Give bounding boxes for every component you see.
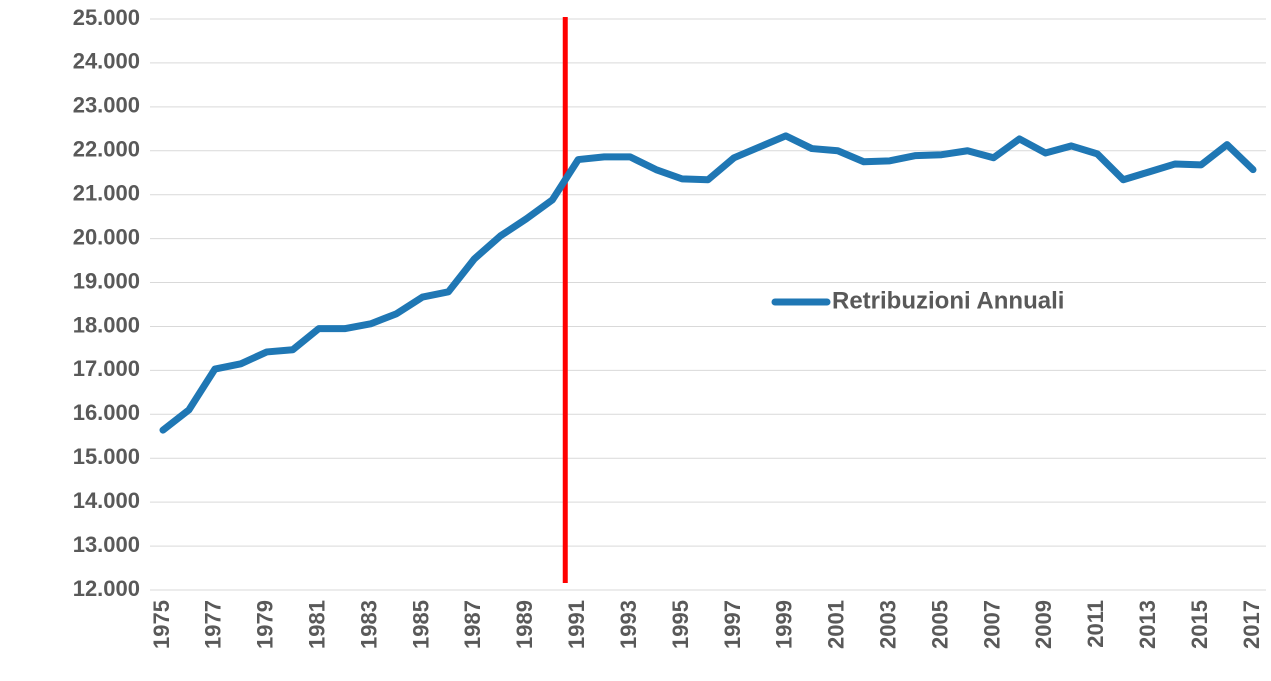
y-tick-label: 24.000 [73, 49, 140, 74]
x-tick-label: 1975 [149, 600, 174, 649]
y-tick-label: 13.000 [73, 532, 140, 557]
line-series [159, 132, 1257, 434]
x-tick-label: 2017 [1239, 600, 1264, 649]
x-tick-label: 1989 [512, 600, 537, 649]
y-tick-label: 20.000 [73, 224, 140, 249]
x-tick-label: 2003 [875, 600, 900, 649]
y-tick-label: 21.000 [73, 181, 140, 206]
x-tick-label: 1997 [720, 600, 745, 649]
x-tick-label: 2007 [979, 600, 1004, 649]
x-tick-label: 1977 [201, 600, 226, 649]
y-tick-label: 16.000 [73, 400, 140, 425]
x-tick-label: 2009 [1031, 600, 1056, 649]
y-tick-label: 23.000 [73, 93, 140, 118]
y-tick-label: 15.000 [73, 444, 140, 469]
y-tick-label: 19.000 [73, 268, 140, 293]
y-tick-label: 12.000 [73, 576, 140, 601]
x-tick-label: 1987 [460, 600, 485, 649]
y-tick-label: 17.000 [73, 356, 140, 381]
x-tick-label: 1995 [668, 600, 693, 649]
x-tick-label: 2011 [1083, 600, 1108, 648]
y-tick-label: 14.000 [73, 488, 140, 513]
x-tick-label: 2013 [1135, 600, 1160, 649]
x-tick-label: 2015 [1187, 600, 1212, 649]
x-tick-label: 1983 [356, 600, 381, 649]
x-tick-label: 1985 [408, 600, 433, 649]
legend-label: Retribuzioni Annuali [832, 287, 1064, 314]
x-tick-label: 1979 [253, 600, 278, 649]
x-tick-label: 1991 [564, 600, 589, 649]
x-tick-label: 1981 [305, 600, 330, 649]
y-tick-label: 25.000 [73, 5, 140, 30]
x-tick-label: 2001 [824, 600, 849, 649]
x-tick-label: 2005 [927, 600, 952, 649]
x-tick-label: 1999 [772, 600, 797, 649]
x-tick-label: 1993 [616, 600, 641, 649]
y-tick-label: 18.000 [73, 312, 140, 337]
y-tick-label: 22.000 [73, 137, 140, 162]
